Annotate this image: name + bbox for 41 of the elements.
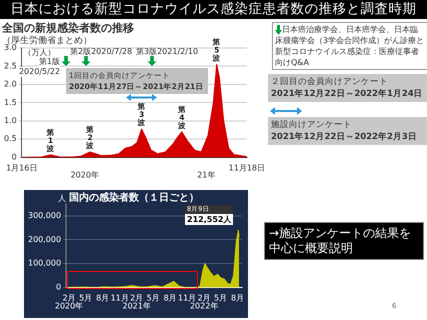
text: 2020年: [70, 170, 99, 180]
x-tick-label: 11月: [110, 293, 129, 302]
x-tick-label: 8月: [96, 293, 110, 302]
y-tick-label: 3.0: [4, 43, 17, 52]
x-tick-label: 8月: [164, 293, 177, 302]
annotation: 第3版2021/2/10: [136, 46, 198, 57]
y-tick-label: 2.0: [4, 80, 17, 89]
text: 2020年: [54, 301, 84, 310]
y-tick-label: 0: [12, 152, 17, 162]
y-tick-label: 100,000: [28, 258, 62, 268]
chart-title: 国内の感染者数（１日ごと）: [69, 192, 199, 204]
x-tick-label: 2月: [198, 293, 211, 302]
x-tick-label: 11月: [178, 293, 196, 302]
y-tick-label: 200,000: [28, 234, 62, 244]
y-axis-title: 人: [58, 194, 66, 204]
text: →施設アンケートの結果を中心に概要説明: [264, 222, 424, 260]
text: 21年: [197, 170, 216, 180]
x-tick-label: 2月: [62, 293, 76, 302]
x-tick-label: 1月16日: [6, 163, 38, 172]
text: 日本における新型コロナウイルス感染症患者数の推移と調査時期: [0, 0, 427, 19]
y-axis-title: （万人）: [24, 48, 56, 58]
text: 2021年: [122, 301, 151, 310]
y-tick-label: 300,000: [28, 210, 62, 220]
text: 日本癌治療学会、日本癌学会、日本臨床腫瘍学会（3学会合同作成）がん診療と新型コロナウイルス感染症：医療従事者向けQ&A: [275, 25, 424, 67]
chart-title: 全国の新規感染者数の推移: [1, 21, 134, 34]
x-tick-label: 2月: [130, 293, 144, 302]
x-tick-label: 5月: [79, 293, 92, 302]
x-tick-label: 8月: [231, 293, 244, 302]
annotation: 第2版2020/7/28: [70, 46, 132, 57]
text: ２回目の会員向けアンケート 2021年12月22日～2022年1月24日: [271, 76, 425, 100]
text: 施設向けアンケート 2021年12月22日～2022年2月3日: [271, 119, 425, 143]
y-tick-label: 1.5: [4, 98, 17, 107]
y-tick-label: 0.5: [4, 134, 17, 144]
x-tick-label: 5月: [214, 293, 228, 302]
x-tick-label: 5月: [146, 293, 160, 302]
text: 2022年: [190, 301, 218, 310]
x-tick-label: 11月18日: [228, 163, 265, 172]
y-tick-label: 0: [56, 282, 62, 292]
y-tick-label: 2.5: [4, 61, 17, 70]
y-tick-label: 1.0: [4, 116, 17, 126]
annotation: 第1版 2020/5/22: [18, 57, 60, 77]
